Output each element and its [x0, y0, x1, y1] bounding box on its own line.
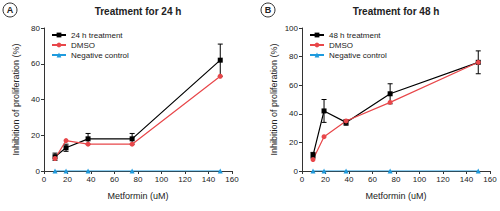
- svg-text:160: 160: [483, 175, 497, 184]
- svg-text:100: 100: [285, 24, 299, 33]
- svg-text:Metformin (uM): Metformin (uM): [107, 191, 168, 201]
- svg-text:60: 60: [368, 175, 377, 184]
- svg-text:Negative control: Negative control: [329, 51, 387, 60]
- svg-text:20: 20: [31, 131, 40, 140]
- svg-text:Inhibition of proliferation (%: Inhibition of proliferation (%): [269, 43, 279, 155]
- svg-text:B: B: [265, 5, 272, 15]
- svg-text:20: 20: [63, 175, 72, 184]
- svg-text:DMSO: DMSO: [71, 41, 95, 50]
- svg-text:140: 140: [202, 175, 216, 184]
- svg-text:60: 60: [31, 59, 40, 68]
- svg-text:80: 80: [392, 175, 401, 184]
- svg-text:40: 40: [289, 109, 298, 118]
- svg-text:60: 60: [289, 81, 298, 90]
- svg-text:24 h treatment: 24 h treatment: [71, 31, 123, 40]
- svg-text:DMSO: DMSO: [329, 41, 353, 50]
- svg-text:Negative control: Negative control: [71, 51, 129, 60]
- svg-text:20: 20: [321, 175, 330, 184]
- svg-text:120: 120: [178, 175, 192, 184]
- svg-text:100: 100: [155, 175, 169, 184]
- svg-text:80: 80: [289, 52, 298, 61]
- svg-text:Inhibition of proliferation (%: Inhibition of proliferation (%): [11, 43, 21, 155]
- svg-text:100: 100: [413, 175, 427, 184]
- svg-text:Treatment for 24 h: Treatment for 24 h: [95, 6, 182, 17]
- svg-text:0: 0: [42, 175, 47, 184]
- svg-text:20: 20: [289, 138, 298, 147]
- svg-text:160: 160: [225, 175, 239, 184]
- svg-text:48 h treatment: 48 h treatment: [329, 31, 381, 40]
- svg-text:Treatment for 48 h: Treatment for 48 h: [353, 6, 440, 17]
- svg-text:0: 0: [300, 175, 305, 184]
- svg-text:40: 40: [345, 175, 354, 184]
- svg-text:140: 140: [460, 175, 474, 184]
- svg-text:120: 120: [436, 175, 450, 184]
- svg-text:40: 40: [87, 175, 96, 184]
- svg-text:0: 0: [294, 167, 299, 176]
- svg-text:40: 40: [31, 95, 40, 104]
- svg-text:0: 0: [36, 167, 41, 176]
- svg-text:80: 80: [134, 175, 143, 184]
- svg-text:60: 60: [110, 175, 119, 184]
- svg-text:A: A: [7, 5, 14, 15]
- svg-text:Metformin (uM): Metformin (uM): [365, 191, 426, 201]
- svg-text:80: 80: [31, 24, 40, 33]
